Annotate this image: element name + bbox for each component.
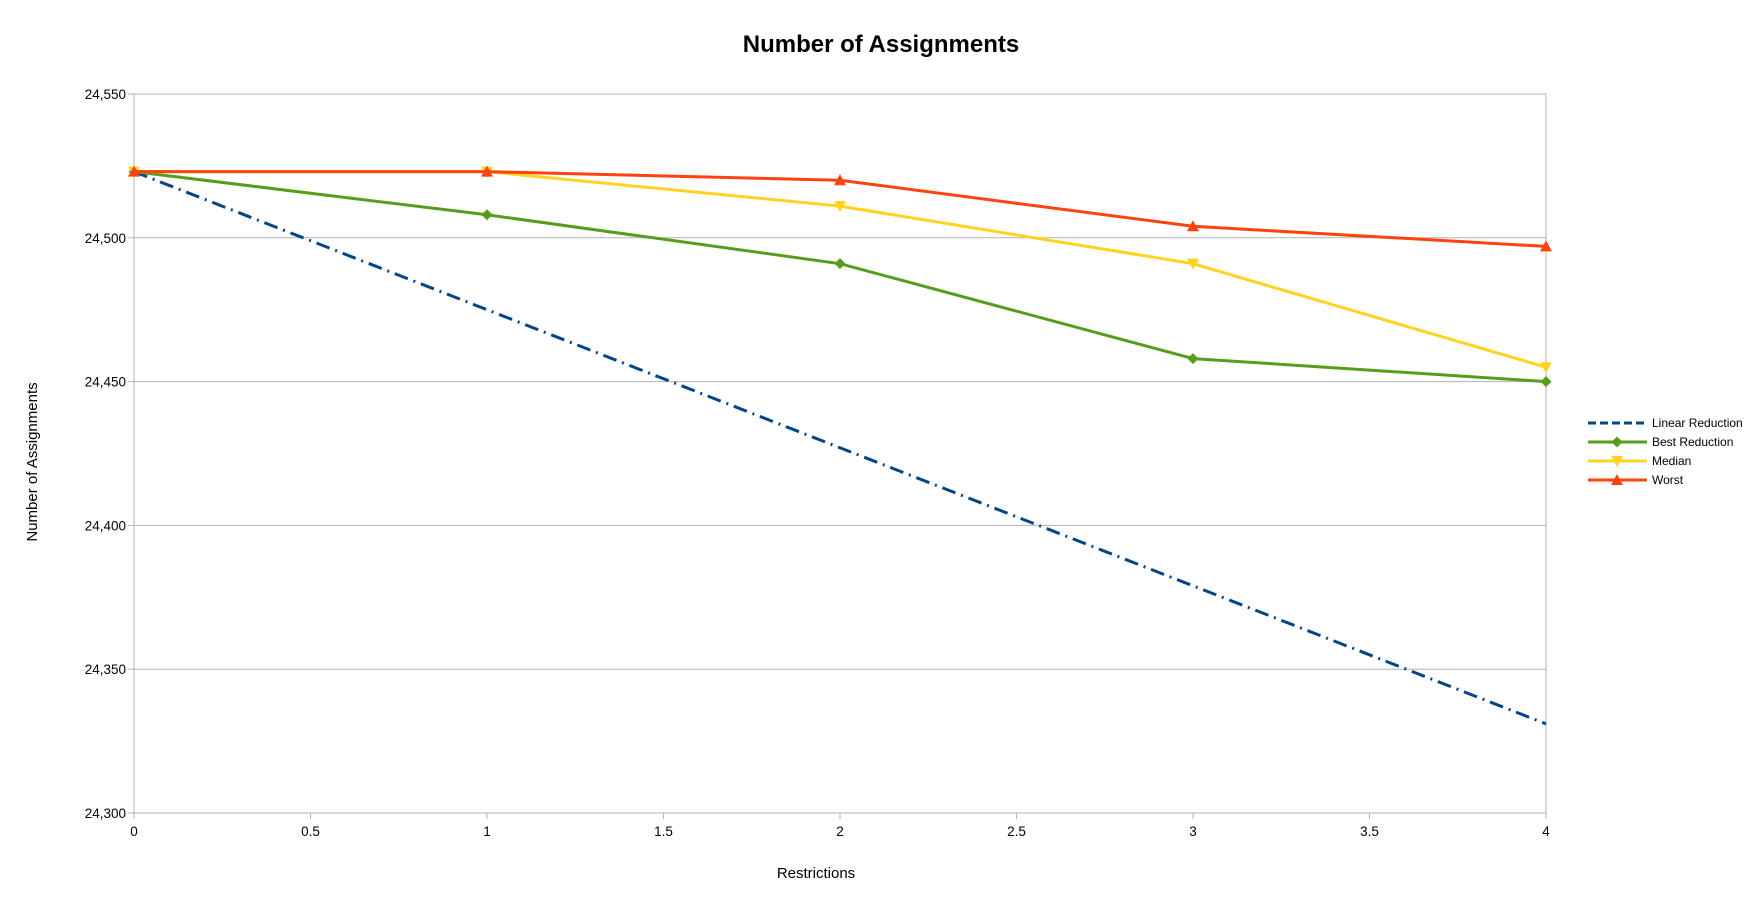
x-tick-label: 2.5: [1007, 824, 1026, 839]
series-line: [134, 170, 1547, 369]
data-point: [1540, 240, 1552, 252]
data-point: [834, 258, 846, 270]
x-tick-label: 0: [130, 824, 138, 839]
legend-marker: [1611, 436, 1623, 448]
data-point: [481, 209, 493, 221]
y-tick-label: 24,550: [85, 87, 126, 102]
data-point: [1187, 220, 1199, 232]
y-tick-label: 24,300: [85, 806, 126, 821]
legend-marker: [1611, 456, 1623, 467]
y-tick-label: 24,350: [85, 662, 126, 677]
data-point: [1187, 353, 1199, 365]
data-point: [128, 165, 140, 177]
x-tick-label: 0.5: [301, 824, 320, 839]
series-line: [133, 170, 1547, 726]
x-tick-label: 3: [1189, 824, 1197, 839]
x-tick-label: 3.5: [1360, 824, 1379, 839]
y-tick-label: 24,500: [85, 231, 126, 246]
series-layer: [128, 165, 1552, 726]
legend-item: Worst: [1588, 473, 1684, 487]
data-point: [834, 174, 846, 186]
data-point: [481, 165, 493, 177]
x-axis-ticks: 0 0.5 1 1.5 2 2.5 3 3.5 4: [130, 813, 1550, 839]
legend-item: Best Reduction: [1588, 435, 1733, 449]
data-point: [834, 201, 846, 213]
x-tick-label: 1: [483, 824, 491, 839]
x-tick-label: 2: [836, 824, 844, 839]
legend-label: Linear Reduction: [1652, 416, 1743, 430]
legend-label: Best Reduction: [1652, 435, 1733, 449]
legend: Linear Reduction Best Reduction Median Wors…: [1588, 416, 1743, 487]
y-axis-ticks: 24,300 24,350 24,400 24,450 24,500 24,550: [85, 87, 134, 821]
y-tick-label: 24,450: [85, 375, 126, 390]
chart-title: Number of Assignments: [743, 31, 1019, 58]
data-point: [1540, 376, 1552, 388]
legend-label: Median: [1652, 454, 1691, 468]
data-point: [1540, 362, 1552, 374]
y-axis-label: Number of Assignments: [24, 382, 41, 541]
series-best-reduction: [128, 166, 1552, 388]
legend-label: Worst: [1652, 473, 1684, 487]
x-tick-label: 1.5: [654, 824, 673, 839]
x-axis-label: Restrictions: [777, 865, 855, 882]
y-tick-label: 24,400: [85, 518, 126, 533]
x-tick-label: 4: [1542, 824, 1550, 839]
legend-marker: [1611, 474, 1623, 485]
series-worst: [128, 165, 1552, 252]
legend-item: Median: [1588, 454, 1691, 468]
series-linear-reduction: [133, 170, 1547, 726]
legend-item: Linear Reduction: [1588, 416, 1743, 430]
data-point: [1187, 258, 1199, 270]
